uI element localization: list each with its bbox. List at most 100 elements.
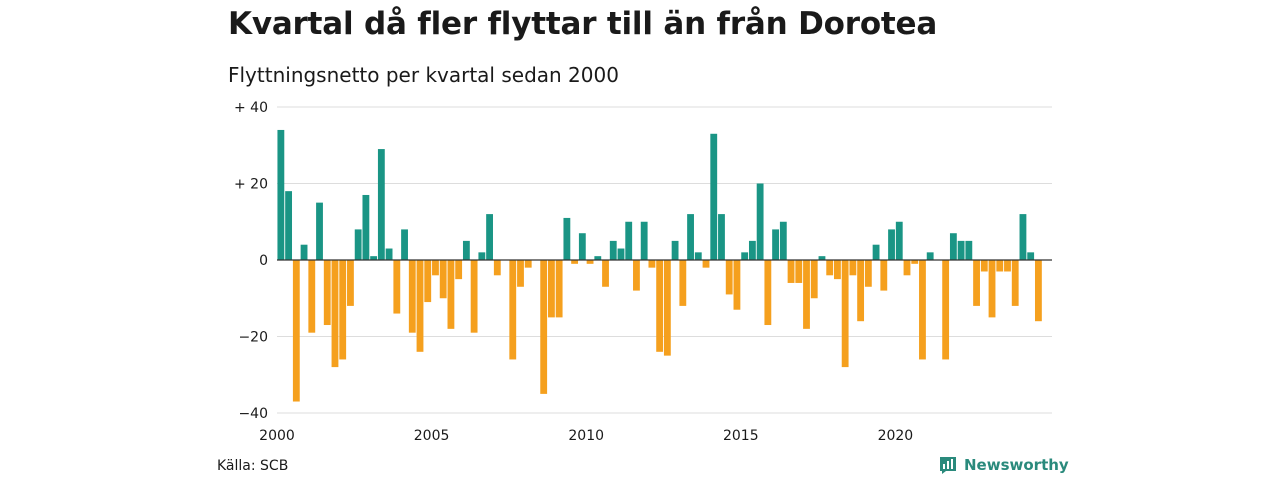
bar	[748, 240, 756, 261]
x-tick-label: 2020	[878, 428, 914, 444]
bar	[300, 244, 308, 260]
bar	[694, 252, 702, 260]
bar	[826, 260, 834, 276]
bar	[725, 260, 733, 295]
bar	[617, 248, 625, 260]
bar	[872, 244, 880, 260]
bar	[486, 214, 493, 260]
bar	[1034, 260, 1042, 322]
bar	[671, 240, 679, 261]
bar	[1019, 214, 1027, 260]
bar	[285, 191, 293, 260]
bar	[439, 260, 447, 299]
chart-title: Kvartal då fler flyttar till än från Dor…	[228, 6, 938, 42]
bar	[509, 260, 517, 360]
x-tick-label: 2015	[723, 428, 759, 444]
bar	[818, 256, 826, 260]
bar	[988, 260, 996, 318]
bar	[347, 260, 354, 306]
bar	[679, 260, 687, 306]
bar	[965, 240, 973, 261]
bar	[478, 252, 486, 260]
bar	[764, 260, 772, 326]
bar	[470, 260, 478, 333]
bar	[594, 256, 602, 260]
bar	[308, 260, 316, 333]
bar	[718, 214, 725, 260]
bar	[772, 229, 779, 260]
bar	[493, 260, 501, 276]
bar	[548, 260, 555, 318]
bar	[563, 217, 571, 260]
bar	[362, 194, 370, 260]
brand-name: Newsworthy	[964, 456, 1069, 474]
bar	[517, 260, 524, 287]
bar	[571, 260, 579, 264]
bar	[741, 252, 749, 260]
bar	[385, 248, 393, 260]
bar	[795, 260, 803, 283]
chart-subtitle: Flyttningsnetto per kvartal sedan 2000	[228, 63, 619, 87]
bar	[973, 260, 980, 306]
bar	[733, 260, 741, 310]
bar	[903, 260, 911, 276]
bar	[524, 260, 532, 268]
y-tick-label: + 20	[234, 177, 268, 193]
bar	[810, 260, 818, 299]
bar	[919, 260, 926, 360]
x-tick-label: 2000	[259, 428, 295, 444]
bar	[354, 229, 362, 260]
bar	[926, 252, 934, 260]
bar	[462, 240, 470, 261]
bar	[424, 260, 432, 303]
bar	[370, 256, 378, 260]
bar	[663, 260, 671, 356]
bar	[656, 260, 664, 352]
bar	[277, 129, 285, 260]
bar	[942, 260, 950, 360]
bar	[834, 260, 841, 280]
bar	[640, 221, 648, 260]
bar	[957, 240, 965, 261]
bar	[888, 229, 895, 260]
bar	[393, 260, 401, 314]
bar	[331, 260, 339, 368]
bar	[980, 260, 988, 272]
bar	[687, 214, 694, 260]
bar	[323, 260, 331, 326]
bar	[578, 233, 586, 260]
bar	[540, 260, 548, 394]
bar	[702, 260, 710, 268]
bar	[895, 221, 903, 260]
x-tick-label: 2010	[568, 428, 604, 444]
bar	[911, 260, 919, 264]
x-tick-label: 2005	[414, 428, 450, 444]
bar	[996, 260, 1004, 272]
bar	[841, 260, 849, 368]
source-note: Källa: SCB	[217, 458, 289, 474]
bar	[787, 260, 795, 283]
newsworthy-chart-icon	[940, 457, 956, 474]
bar	[292, 260, 300, 402]
bar	[803, 260, 810, 329]
bar	[377, 149, 385, 260]
bar	[408, 260, 416, 333]
bar	[555, 260, 563, 318]
bar	[880, 260, 888, 291]
bar	[949, 233, 957, 260]
y-tick-label: −40	[238, 406, 268, 422]
bar	[779, 221, 787, 260]
bar	[455, 260, 463, 280]
bar	[432, 260, 439, 276]
bar	[1011, 260, 1019, 306]
bar	[710, 133, 718, 260]
bar	[316, 202, 323, 261]
y-tick-label: + 40	[234, 100, 268, 116]
bar	[1027, 252, 1035, 260]
bar	[339, 260, 347, 360]
bar	[447, 260, 455, 329]
y-tick-label: −20	[238, 330, 268, 346]
newsworthy-logo[interactable]: Newsworthy	[938, 454, 1069, 476]
bar	[416, 260, 424, 352]
